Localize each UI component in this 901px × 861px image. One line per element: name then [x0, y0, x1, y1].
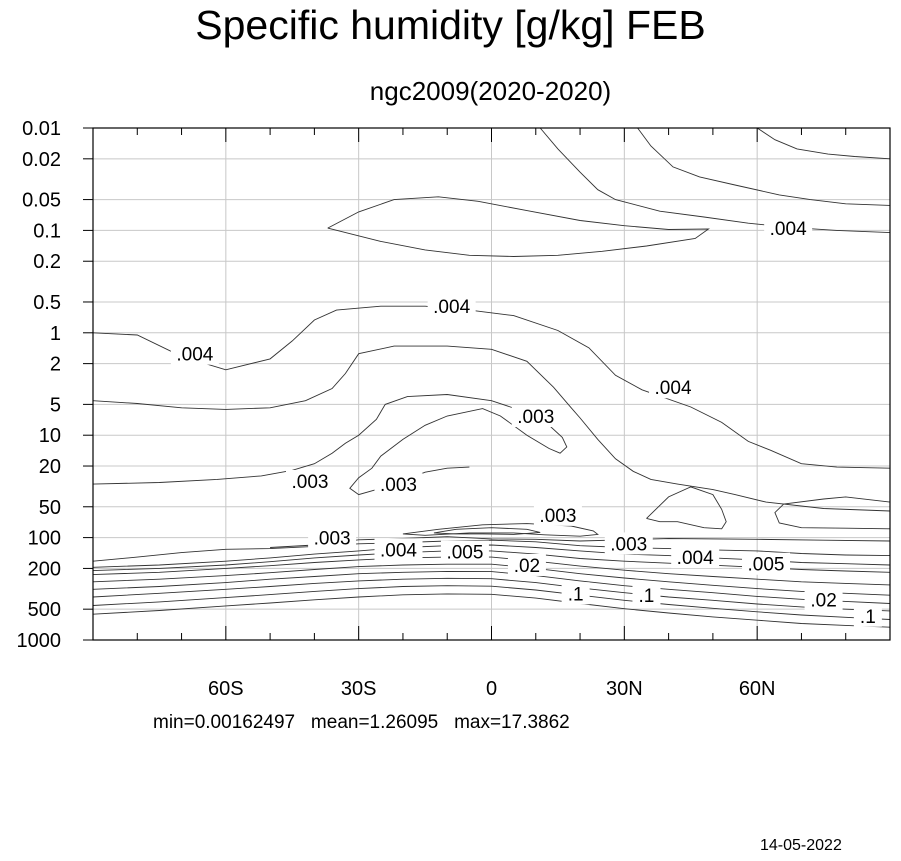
- y-tick-label: 0.05: [22, 190, 61, 212]
- contour-line: [774, 496, 891, 530]
- y-axis: 0.01 0.02 0.05 0.1 0.2 0.5 1 2 5 10 20 50 100 200 500 1…: [17, 118, 93, 652]
- contour-label: .004: [380, 540, 417, 561]
- stats-line: min=0.00162497 mean=1.26095 max=17.3862: [153, 712, 570, 733]
- y-tick-label: 1: [50, 323, 61, 345]
- contour-label: .004: [655, 378, 692, 399]
- contour-label-bg: [374, 473, 423, 496]
- contour-line: [92, 593, 891, 628]
- contour-label-bg: [308, 526, 357, 549]
- chart-title: Specific humidity [g/kg] FEB: [195, 2, 706, 48]
- contour-label: .005: [446, 543, 483, 564]
- contour-label: .003: [380, 475, 417, 496]
- contour-label-bg: [804, 588, 843, 611]
- chart-subtitle: ngc2009(2020-2020): [369, 76, 612, 106]
- contour-line: [646, 486, 727, 530]
- y-tick-label: 500: [28, 599, 61, 621]
- contour-line: [92, 539, 891, 562]
- contour-line: [637, 127, 891, 206]
- contour-line: [92, 305, 891, 469]
- y-tick-label: 0.5: [33, 292, 61, 314]
- contour-label: .004: [770, 219, 807, 240]
- contour-label-bg: [440, 540, 489, 563]
- y-tick-label: 0.1: [33, 220, 61, 242]
- y-tick-label: 2: [50, 354, 61, 376]
- contour-label-bg: [374, 538, 423, 561]
- contour-label-bg: [764, 217, 813, 240]
- contour-label-bg: [511, 405, 560, 428]
- contour-line: [433, 527, 541, 535]
- contour-label: .1: [568, 584, 584, 605]
- contour-label: .003: [314, 529, 351, 550]
- contour-label: .003: [291, 472, 328, 493]
- y-tick-label: 0.01: [22, 118, 61, 140]
- contour-label-bg: [853, 604, 882, 627]
- x-tick-label: 0: [486, 678, 497, 700]
- y-tick-label: 10: [39, 425, 61, 447]
- contour-label-bg: [533, 503, 582, 526]
- y-tick-label: 0.2: [33, 251, 61, 273]
- contour-line: [756, 127, 891, 160]
- contour-label: .004: [176, 345, 213, 366]
- y-tick-label: 100: [28, 528, 61, 550]
- contour-label: .02: [514, 556, 540, 577]
- y-tick-label: 50: [39, 497, 61, 519]
- contour-label: .003: [539, 506, 576, 527]
- contour-label: .1: [860, 607, 876, 628]
- contour-label-bg: [604, 532, 653, 555]
- contour-label-bg: [285, 469, 334, 492]
- y-tick-label: 20: [39, 456, 61, 478]
- contour-label: .02: [810, 590, 836, 611]
- contour-label: .1: [639, 586, 655, 607]
- contour-line: [92, 585, 891, 620]
- contour-label-bg: [507, 553, 546, 576]
- contour-label: .003: [517, 407, 554, 428]
- contour-labels: .004 .004 .004 .004 .003 .003 .003 .003 .003 .003…: [170, 217, 882, 628]
- y-tick-label: 5: [50, 394, 61, 416]
- contour-line: [92, 577, 891, 612]
- contour-label-bg: [561, 582, 590, 605]
- contour-label: .005: [748, 555, 785, 576]
- contour-label-bg: [170, 342, 219, 365]
- contour-line: [92, 394, 568, 496]
- contour-line: [402, 523, 599, 537]
- y-tick-label: 200: [28, 558, 61, 580]
- x-tick-label: 60S: [208, 678, 244, 700]
- x-axis: 60S 30S 0 30N 60N: [136, 128, 847, 700]
- contour-label: .004: [433, 297, 470, 318]
- contour-label-bg: [427, 295, 476, 318]
- y-tick-label: 0.02: [22, 149, 61, 171]
- contour-line: [327, 196, 710, 257]
- x-tick-label: 30S: [341, 678, 377, 700]
- contour-label-bg: [632, 584, 661, 607]
- contour-line: [92, 345, 891, 512]
- contour-label-bg: [671, 546, 720, 569]
- contour-label-bg: [742, 552, 791, 575]
- x-tick-label: 30N: [606, 678, 643, 700]
- contour-label: .003: [610, 534, 647, 555]
- contour-label-bg: [649, 376, 698, 399]
- date-stamp: 14-05-2022: [760, 837, 842, 854]
- y-tick-label: 1000: [17, 630, 62, 652]
- contour-label: .004: [677, 548, 714, 569]
- contour-line: [270, 536, 891, 548]
- x-tick-label: 60N: [739, 678, 776, 700]
